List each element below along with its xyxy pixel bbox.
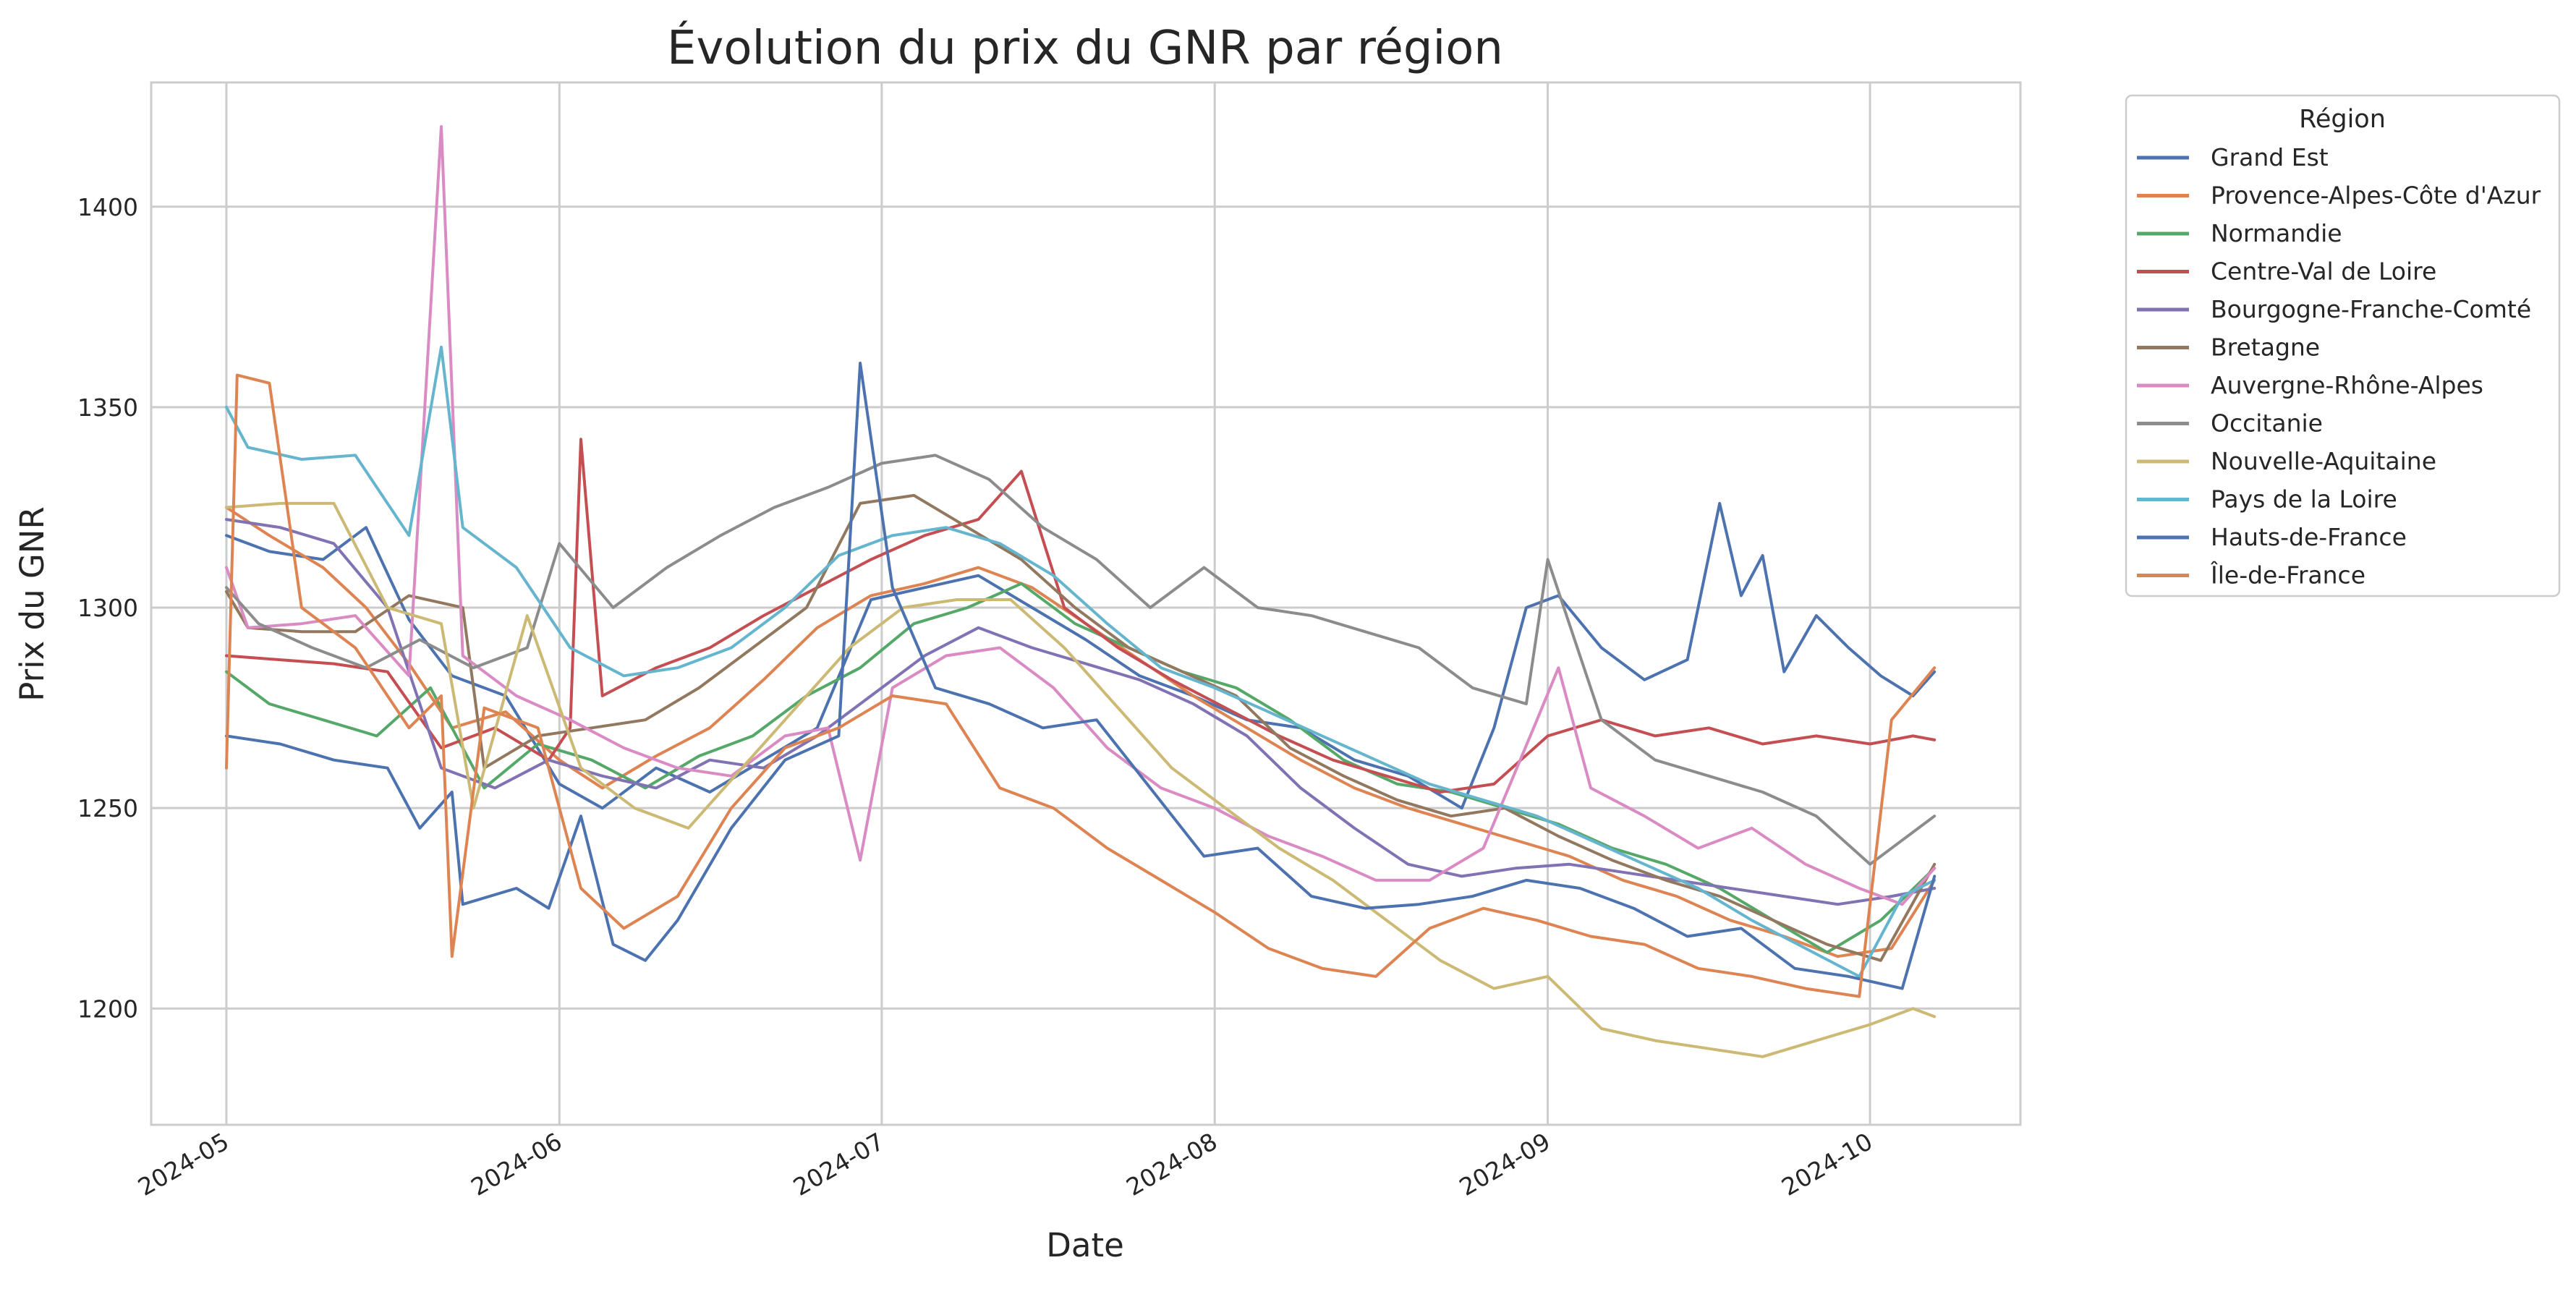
y-tick-label: 1300 [77,594,138,622]
series-line [225,345,1937,978]
series-line [225,493,1937,962]
legend-label: Grand Est [2211,143,2329,171]
series-line [225,125,1937,906]
chart-title: Évolution du prix du GNR par région [667,20,1503,75]
legend-label: Bourgogne-Franche-Comté [2211,295,2531,323]
legend-label: Normandie [2211,219,2342,247]
legend-label: Occitanie [2211,409,2323,438]
legend-label: Nouvelle-Aquitaine [2211,447,2436,475]
plot-frame [150,81,2022,1126]
legend: Région Grand Est Provence-Alpes-Côte d'Az… [2125,94,2561,597]
legend-label: Île-de-France [2210,561,2365,590]
legend-label: Pays de la Loire [2211,485,2397,514]
legend-frame [2125,94,2561,597]
legend-label: Bretagne [2211,333,2320,362]
y-tick-label: 1200 [77,995,138,1023]
y-tick-label: 1400 [77,193,138,221]
y-tick-label: 1350 [77,393,138,422]
legend-title: Région [2299,105,2386,134]
series-line [225,373,1937,998]
y-axis-label: Prix du GNR [13,506,51,701]
x-axis-label: Date [1046,1226,1124,1264]
series-line [225,582,1937,954]
legend-label: Provence-Alpes-Côte d'Azur [2211,182,2541,210]
legend-label: Hauts-de-France [2211,523,2407,551]
series-line [225,501,1937,1058]
legend-label: Auvergne-Rhône-Alpes [2211,371,2483,399]
series-layer [225,125,1937,1058]
y-tick-label: 1250 [77,794,138,822]
series-line [225,454,1937,866]
series-line [225,438,1937,794]
legend-label: Centre-Val de Loire [2211,258,2436,286]
legend-entries: Grand Est Provence-Alpes-Côte d'Azur Norma… [2137,143,2541,590]
series-line [225,362,1937,990]
